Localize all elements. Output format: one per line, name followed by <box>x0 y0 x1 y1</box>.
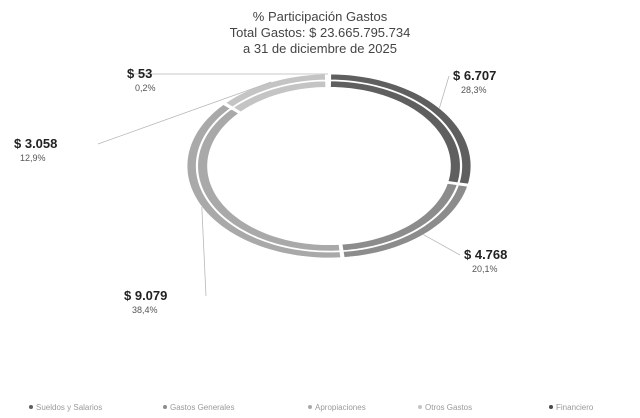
donut-slice-0-ring-0 <box>331 74 471 184</box>
percent-label-2: 38,4% <box>132 305 158 315</box>
legend: Sueldos y Salarios Gastos Generales Apropi… <box>29 403 594 412</box>
value-label-3: $ 3.058 <box>14 136 57 151</box>
percent-label-4: 0,2% <box>135 83 156 93</box>
legend-label-3: Otros Gastos <box>425 403 472 412</box>
leader-lines <box>98 74 460 296</box>
value-label-0: $ 6.707 <box>453 68 496 83</box>
legend-marker-2 <box>308 405 312 409</box>
leader-line-0 <box>439 76 449 108</box>
value-label-4: $ 53 <box>127 66 152 81</box>
chart-title: % Participación Gastos Total Gastos: $ 2… <box>230 9 411 56</box>
value-label-2: $ 9.079 <box>124 288 167 303</box>
leader-line-1 <box>424 235 461 255</box>
chart-title-line-1: % Participación Gastos <box>253 9 388 24</box>
legend-marker-0 <box>29 405 33 409</box>
legend-label-1: Gastos Generales <box>170 403 234 412</box>
percent-label-3: 12,9% <box>20 153 46 163</box>
donut-slice-2-ring-1 <box>198 109 340 251</box>
donut-chart <box>187 74 471 258</box>
chart-title-line-3: a 31 de diciembre de 2025 <box>243 41 397 56</box>
legend-marker-4 <box>549 405 553 409</box>
legend-marker-1 <box>163 405 167 409</box>
leader-line-2 <box>202 207 206 296</box>
percent-label-1: 20,1% <box>472 264 498 274</box>
donut-slice-0-ring-1 <box>330 81 460 183</box>
legend-label-0: Sueldos y Salarios <box>36 403 102 412</box>
legend-label-2: Apropiaciones <box>315 403 366 412</box>
legend-label-4: Financiero <box>556 403 594 412</box>
value-label-1: $ 4.768 <box>464 247 507 262</box>
leader-line-3 <box>98 82 271 144</box>
legend-marker-3 <box>418 405 422 409</box>
percent-label-0: 28,3% <box>461 85 487 95</box>
chart-title-line-2: Total Gastos: $ 23.665.795.734 <box>230 25 411 40</box>
